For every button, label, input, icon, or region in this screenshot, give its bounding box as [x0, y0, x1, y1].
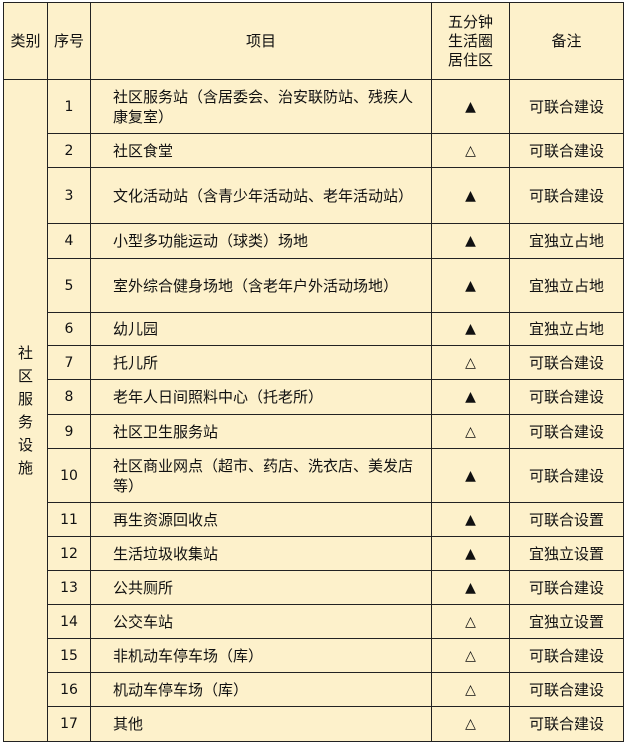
row-item: 其他: [90, 706, 432, 742]
table-row: 15 非机动车停车场（库） △ 可联合建设: [4, 638, 624, 673]
header-five-minute-text: 五分钟生活圈居住区: [447, 12, 493, 69]
row-item: 文化活动站（含青少年活动站、老年活动站）: [90, 167, 432, 224]
table-row: 7 托儿所 △ 可联合建设: [4, 345, 624, 380]
row-item: 公共厕所: [90, 570, 432, 605]
row-number: 14: [47, 604, 91, 639]
outline-triangle-icon: △: [431, 345, 510, 380]
row-number: 7: [47, 345, 91, 380]
row-note: 宜独立设置: [509, 604, 624, 639]
filled-triangle-icon: ▲: [431, 536, 510, 571]
filled-triangle-icon: ▲: [431, 502, 510, 537]
header-row: 类别 序号 项目 五分钟生活圈居住区 备注: [3, 2, 624, 80]
row-item: 非机动车停车场（库）: [90, 638, 432, 673]
category-label: 社区服务设施: [17, 343, 33, 477]
row-number: 13: [47, 570, 91, 605]
row-number: 8: [47, 379, 91, 415]
row-note: 可联合建设: [509, 448, 624, 503]
header-number: 序号: [47, 2, 91, 80]
row-item: 社区食堂: [90, 133, 432, 168]
outline-triangle-icon: △: [431, 672, 510, 707]
header-note: 备注: [509, 2, 624, 80]
row-note: 可联合建设: [509, 672, 624, 707]
row-note: 可联合建设: [509, 414, 624, 449]
table-row: 8 老年人日间照料中心（托老所） ▲ 可联合建设: [4, 379, 624, 415]
row-item: 社区服务站（含居委会、治安联防站、残疾人康复室）: [90, 79, 432, 134]
row-item: 小型多功能运动（球类）场地: [90, 223, 432, 259]
row-item: 老年人日间照料中心（托老所）: [90, 379, 432, 415]
row-note: 可联合建设: [509, 167, 624, 224]
row-note: 宜独立占地: [509, 223, 624, 259]
row-number: 10: [47, 448, 91, 503]
outline-triangle-icon: △: [431, 638, 510, 673]
table-row: 17 其他 △ 可联合建设: [4, 706, 624, 742]
table-row: 10 社区商业网点（超市、药店、洗衣店、美发店等） ▲ 可联合建设: [4, 448, 624, 503]
table-row: 2 社区食堂 △ 可联合建设: [4, 133, 624, 168]
row-note: 宜独立占地: [509, 258, 624, 313]
row-number: 1: [47, 79, 91, 134]
row-number: 2: [47, 133, 91, 168]
table-row: 9 社区卫生服务站 △ 可联合建设: [4, 414, 624, 449]
filled-triangle-icon: ▲: [431, 79, 510, 134]
row-item: 托儿所: [90, 345, 432, 380]
category-cell: 社区服务设施: [3, 79, 48, 742]
outline-triangle-icon: △: [431, 414, 510, 449]
row-item: 社区卫生服务站: [90, 414, 432, 449]
table-row: 12 生活垃圾收集站 ▲ 宜独立设置: [4, 536, 624, 571]
table-row: 3 文化活动站（含青少年活动站、老年活动站） ▲ 可联合建设: [4, 167, 624, 224]
row-note: 可联合建设: [509, 379, 624, 415]
row-note: 可联合设置: [509, 502, 624, 537]
facilities-table: 类别 序号 项目 五分钟生活圈居住区 备注 社区服务设施 1 社区服务站（含居委会、…: [3, 2, 624, 742]
row-number: 17: [47, 706, 91, 742]
filled-triangle-icon: ▲: [431, 570, 510, 605]
table-row: 16 机动车停车场（库） △ 可联合建设: [4, 672, 624, 707]
row-item: 幼儿园: [90, 312, 432, 346]
filled-triangle-icon: ▲: [431, 379, 510, 415]
row-item: 机动车停车场（库）: [90, 672, 432, 707]
filled-triangle-icon: ▲: [431, 167, 510, 224]
table-row: 6 幼儿园 ▲ 宜独立占地: [4, 312, 624, 346]
row-note: 可联合建设: [509, 570, 624, 605]
row-number: 16: [47, 672, 91, 707]
row-item: 生活垃圾收集站: [90, 536, 432, 571]
row-number: 15: [47, 638, 91, 673]
header-category: 类别: [3, 2, 48, 80]
row-number: 9: [47, 414, 91, 449]
row-note: 宜独立设置: [509, 536, 624, 571]
row-note: 可联合建设: [509, 638, 624, 673]
table-row: 5 室外综合健身场地（含老年户外活动场地） ▲ 宜独立占地: [4, 258, 624, 313]
row-note: 可联合建设: [509, 706, 624, 742]
row-note: 可联合建设: [509, 133, 624, 168]
row-number: 5: [47, 258, 91, 313]
table-row: 11 再生资源回收点 ▲ 可联合设置: [4, 502, 624, 537]
row-item: 再生资源回收点: [90, 502, 432, 537]
row-item: 社区商业网点（超市、药店、洗衣店、美发店等）: [90, 448, 432, 503]
header-five-minute-circle: 五分钟生活圈居住区: [431, 2, 510, 80]
table-row: 13 公共厕所 ▲ 可联合建设: [4, 570, 624, 605]
filled-triangle-icon: ▲: [431, 258, 510, 313]
row-number: 6: [47, 312, 91, 346]
filled-triangle-icon: ▲: [431, 223, 510, 259]
header-item: 项目: [90, 2, 432, 80]
table-row: 4 小型多功能运动（球类）场地 ▲ 宜独立占地: [4, 223, 624, 259]
row-number: 4: [47, 223, 91, 259]
filled-triangle-icon: ▲: [431, 312, 510, 346]
outline-triangle-icon: △: [431, 604, 510, 639]
row-note: 可联合建设: [509, 79, 624, 134]
row-item: 室外综合健身场地（含老年户外活动场地）: [90, 258, 432, 313]
row-note: 宜独立占地: [509, 312, 624, 346]
filled-triangle-icon: ▲: [431, 448, 510, 503]
row-number: 12: [47, 536, 91, 571]
outline-triangle-icon: △: [431, 706, 510, 742]
row-number: 3: [47, 167, 91, 224]
row-number: 11: [47, 502, 91, 537]
table-row: 社区服务设施 1 社区服务站（含居委会、治安联防站、残疾人康复室） ▲ 可联合建设: [3, 79, 624, 742]
row-item: 公交车站: [90, 604, 432, 639]
outline-triangle-icon: △: [431, 133, 510, 168]
table-row: 14 公交车站 △ 宜独立设置: [4, 604, 624, 639]
row-note: 可联合建设: [509, 345, 624, 380]
